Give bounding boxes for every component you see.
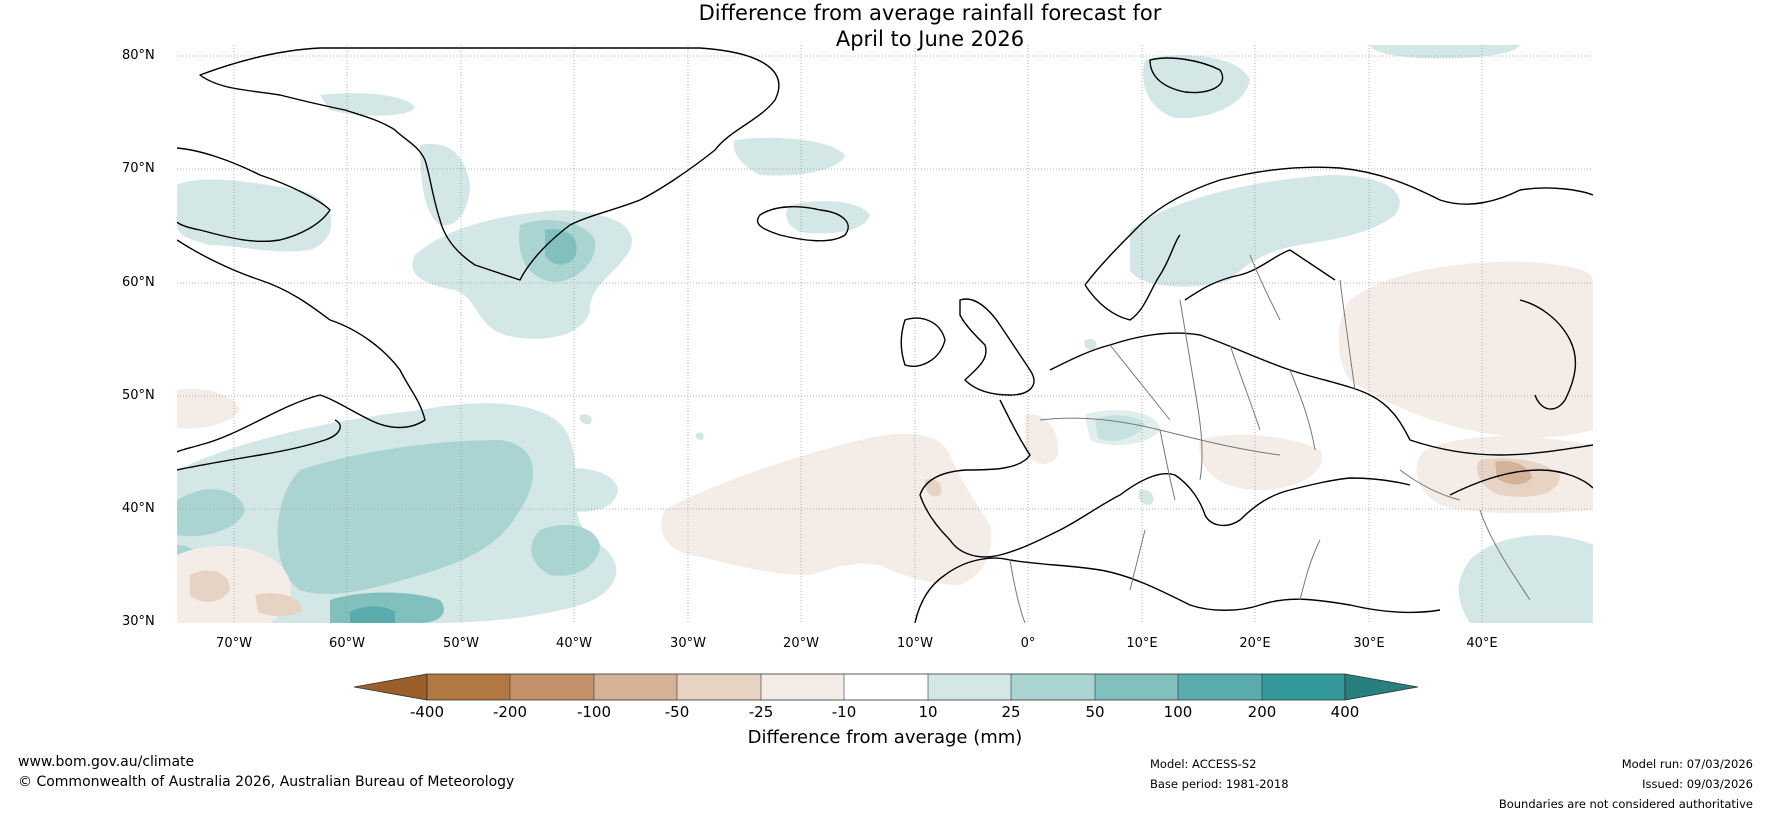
colorbar-tick: 100	[1163, 703, 1193, 721]
colorbar-tick: -100	[576, 703, 612, 721]
colorbar-tick: -50	[664, 703, 690, 721]
colorbar-tick: -400	[409, 703, 445, 721]
colorbar-bin	[427, 674, 510, 700]
copyright-text: © Commonwealth of Australia 2026, Austra…	[18, 774, 515, 790]
colorbar-tick: 400	[1330, 703, 1360, 721]
lon-label: 20°W	[783, 636, 819, 651]
lat-label: 60°N	[122, 275, 155, 290]
lon-label: 60°W	[329, 636, 365, 651]
colorbar-tick: -10	[831, 703, 857, 721]
lon-label: 70°W	[216, 636, 252, 651]
lon-label: 40°W	[556, 636, 592, 651]
colorbar-tick: -200	[492, 703, 528, 721]
model-text: Model: ACCESS-S2	[1150, 757, 1257, 771]
colorbar-tick: 25	[1001, 703, 1021, 721]
lat-label: 70°N	[122, 161, 155, 176]
lon-label: 0°	[1020, 636, 1036, 651]
lon-label: 30°W	[670, 636, 706, 651]
website-link[interactable]: www.bom.gov.au/climate	[18, 754, 195, 770]
colorbar-bin	[1011, 674, 1095, 700]
lon-label: 10°E	[1126, 636, 1158, 651]
map-title: Difference from average rainfall forecas…	[600, 0, 1260, 52]
lon-label: 10°W	[897, 636, 933, 651]
issued-text: Issued: 09/03/2026	[1642, 777, 1753, 791]
disclaimer-text: Boundaries are not considered authoritat…	[1498, 797, 1753, 811]
lon-label: 50°W	[443, 636, 479, 651]
title-line-2: April to June 2026	[835, 27, 1025, 51]
colorbar-label: Difference from average (mm)	[747, 727, 1023, 748]
lat-label: 30°N	[122, 614, 155, 629]
colorbar-bin	[1095, 674, 1178, 700]
colorbar-bin	[677, 674, 761, 700]
colorbar-tick: 50	[1085, 703, 1105, 721]
lat-label: 80°N	[122, 48, 155, 63]
country-borders	[1009, 254, 1531, 623]
colorbar	[353, 673, 1419, 701]
colorbar-bin	[594, 674, 677, 700]
coastlines	[177, 47, 1593, 623]
colorbar-bin	[1262, 674, 1345, 700]
colorbar-extend-low	[353, 673, 428, 701]
title-line-1: Difference from average rainfall forecas…	[698, 1, 1162, 25]
graticule	[177, 45, 1593, 623]
colorbar-bin	[510, 674, 594, 700]
colorbar-bin	[844, 674, 928, 700]
colorbar-bin	[928, 674, 1011, 700]
model-run-text: Model run: 07/03/2026	[1621, 757, 1753, 771]
colorbar-tick: -25	[748, 703, 774, 721]
colorbar-extend-high	[1344, 673, 1419, 701]
lon-label: 30°E	[1353, 636, 1385, 651]
colorbar-tick: 200	[1247, 703, 1277, 721]
lat-label: 50°N	[122, 388, 155, 403]
colorbar-tick: 10	[918, 703, 938, 721]
colorbar-bin	[1178, 674, 1262, 700]
lat-label: 40°N	[122, 501, 155, 516]
base-period-text: Base period: 1981-2018	[1150, 777, 1289, 791]
lon-label: 40°E	[1466, 636, 1498, 651]
lon-label: 20°E	[1239, 636, 1271, 651]
colorbar-bin	[761, 674, 844, 700]
